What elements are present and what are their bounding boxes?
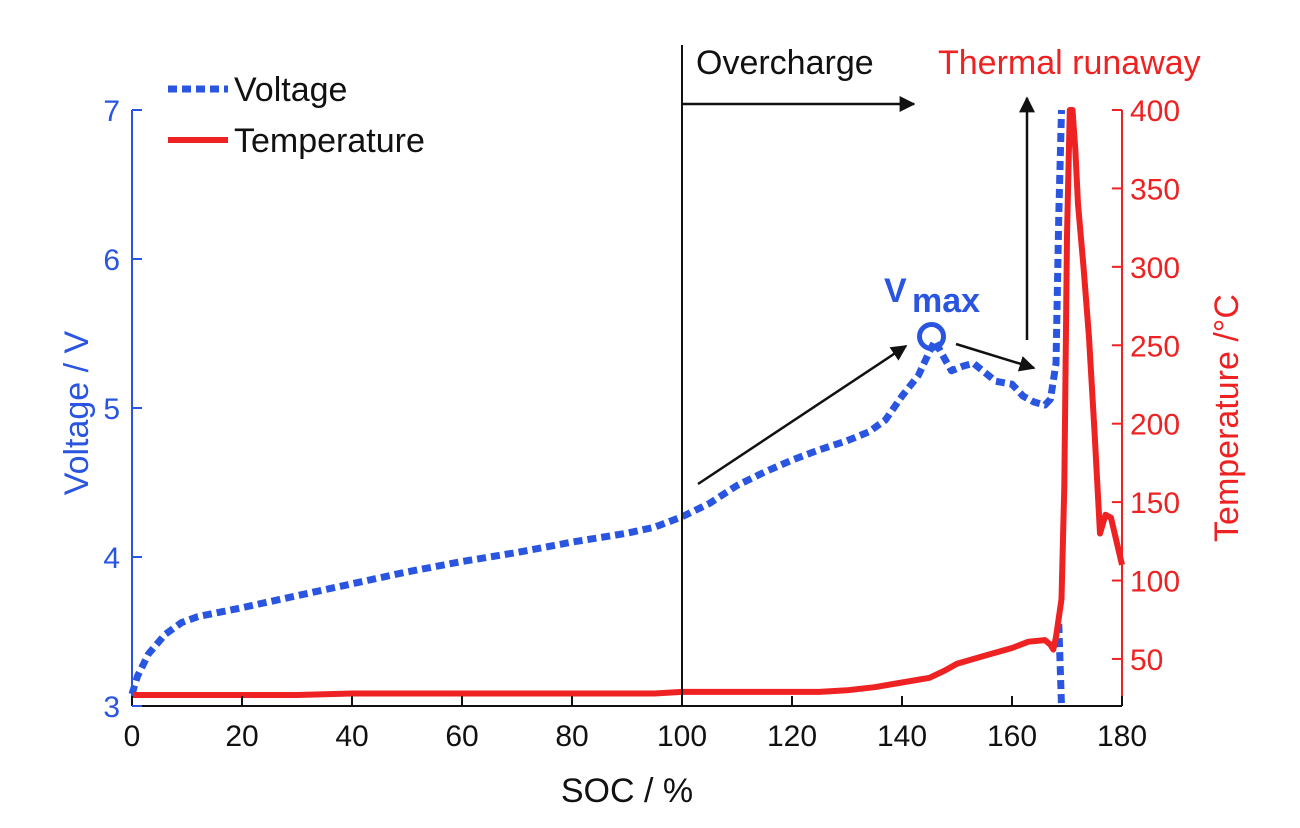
- x-tick-label-0: 0: [124, 720, 141, 753]
- legend-label-voltage: Voltage: [234, 71, 347, 109]
- x-tick-label-9: 180: [1097, 720, 1147, 753]
- vmax-marker: [917, 321, 946, 351]
- y-right-tick-label-3: 200: [1130, 409, 1180, 442]
- legend: Voltage Temperature: [168, 71, 425, 160]
- x-tick-label-1: 20: [225, 720, 258, 753]
- series-line-1: [1055, 623, 1065, 707]
- vmax-label: V: [884, 272, 907, 310]
- y-left-tick-label-0: 3: [103, 691, 120, 724]
- rise-arrow: [697, 344, 908, 486]
- y-right-tick-label-4: 250: [1130, 330, 1180, 363]
- y-left-tick-label-4: 7: [103, 95, 120, 128]
- x-tick-label-4: 80: [555, 720, 588, 753]
- series-line-2: [132, 107, 1125, 698]
- x-tick-label-2: 40: [335, 720, 368, 753]
- y-right-tick-label-0: 50: [1130, 644, 1163, 677]
- y-right-tick-label-7: 400: [1130, 95, 1180, 128]
- y-left-tick-label-3: 6: [103, 244, 120, 277]
- x-tick-label-3: 60: [445, 720, 478, 753]
- y-right-tick-label-2: 150: [1130, 487, 1180, 520]
- series-line-0: [128, 109, 1065, 696]
- overcharge-label: Overcharge: [696, 44, 874, 82]
- vmax-subscript: max: [912, 282, 980, 320]
- x-tick-label-8: 160: [987, 720, 1037, 753]
- legend-label-temperature: Temperature: [234, 122, 425, 160]
- y-right-tick-label-6: 350: [1130, 173, 1180, 206]
- x-tick-label-5: 100: [657, 720, 707, 753]
- y-left-tick-label-2: 5: [103, 393, 120, 426]
- series-group: [128, 107, 1125, 707]
- y-right-tick-label-5: 300: [1130, 252, 1180, 285]
- x-tick-label-7: 140: [877, 720, 927, 753]
- drop-arrow: [955, 342, 1036, 372]
- y-right-tick-label-1: 100: [1130, 566, 1180, 599]
- axes-group: 0 20 40 60 80 100 120 140 160 180 3 4 5 6 7 50 100 150 200…: [58, 95, 1246, 810]
- x-axis-title: SOC / %: [561, 772, 693, 810]
- y-right-axis-title: Temperature /°C: [1208, 294, 1246, 542]
- annotation-group: Overcharge Thermal runaway V max: [681, 44, 1201, 706]
- y-left-axis-title: Voltage / V: [58, 330, 96, 495]
- y-left-tick-label-1: 4: [103, 542, 120, 575]
- x-tick-label-6: 120: [767, 720, 817, 753]
- thermal-runaway-label: Thermal runaway: [938, 44, 1201, 82]
